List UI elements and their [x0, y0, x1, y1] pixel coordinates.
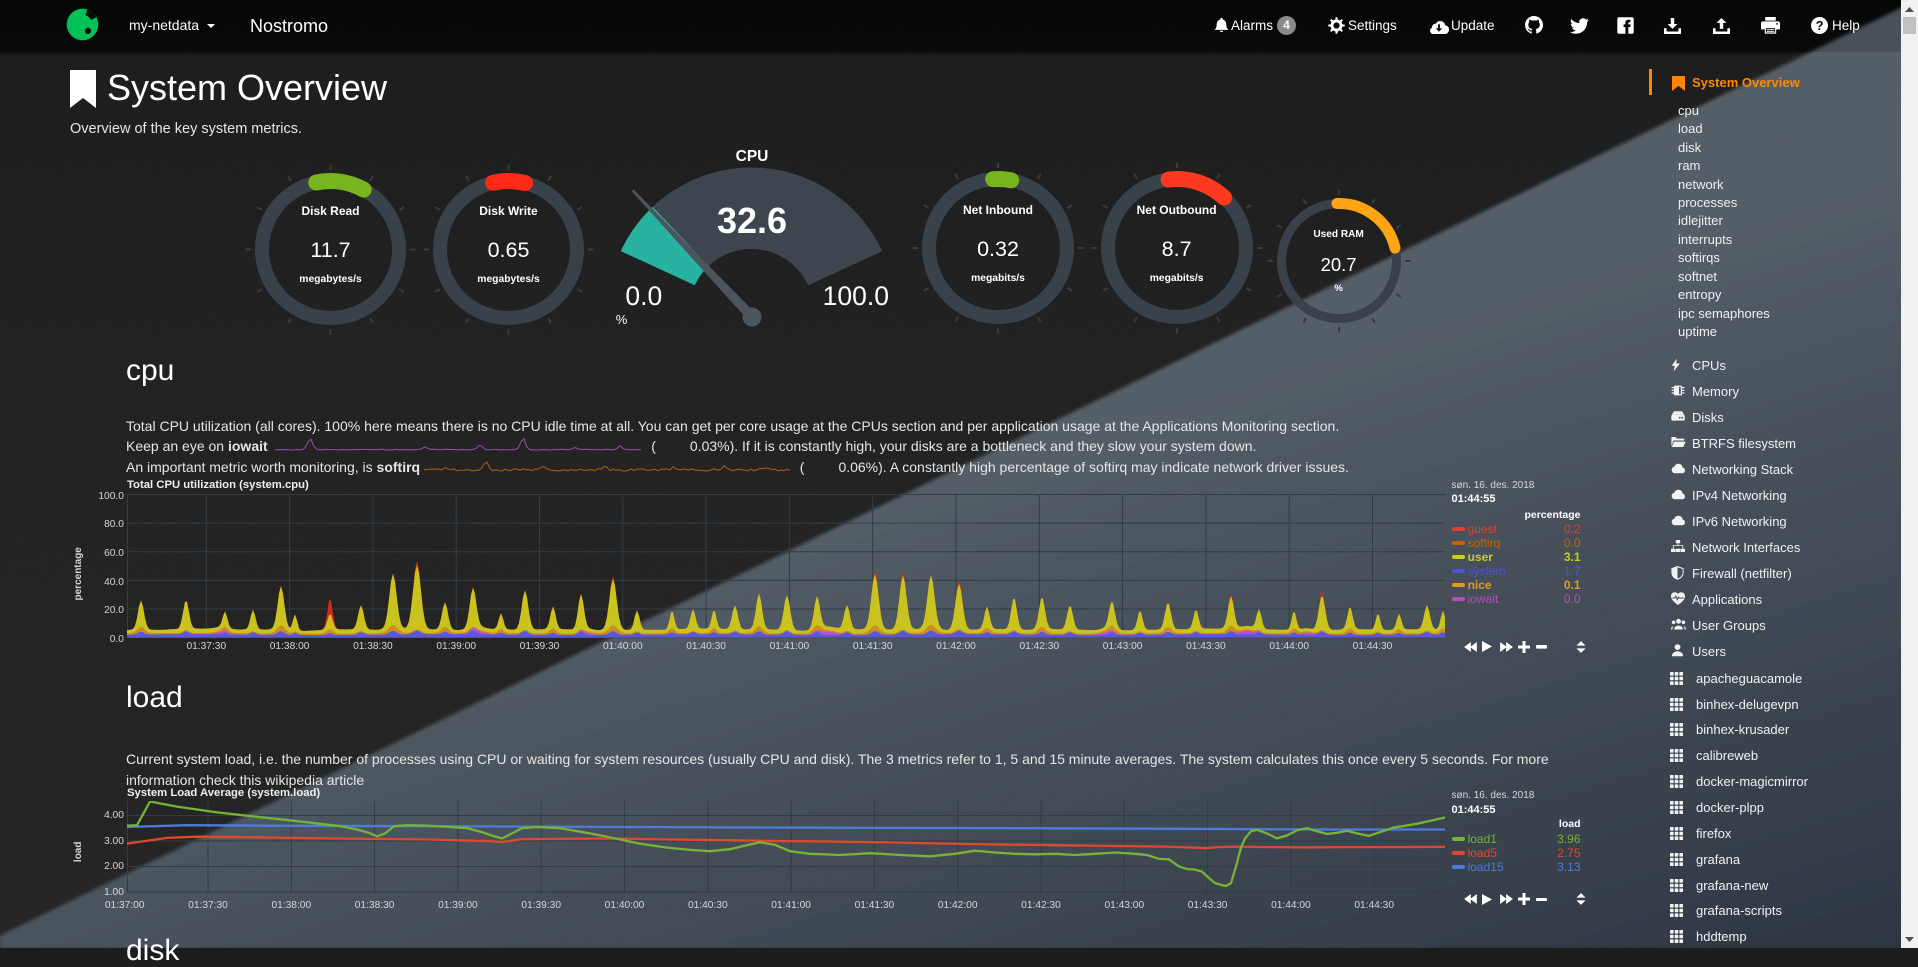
svg-text:?: ? [1816, 18, 1824, 33]
